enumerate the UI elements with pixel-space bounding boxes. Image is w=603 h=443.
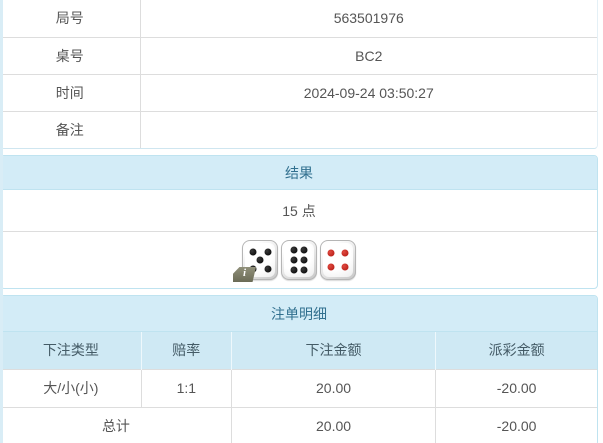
table-row: 备注 — [0, 111, 597, 148]
die-1-icon: i — [233, 240, 278, 282]
table-id-value: BC2 — [140, 37, 597, 75]
die-2-icon — [281, 240, 317, 280]
table-id-label: 桌号 — [0, 37, 141, 75]
page-left-accent-stripe — [0, 0, 3, 443]
total-bet-amount-cell: 20.00 — [230, 406, 436, 443]
col-odds: 赔率 — [140, 332, 232, 369]
die-3-face — [323, 243, 353, 277]
time-label: 时间 — [0, 74, 141, 112]
bet-amount-cell: 20.00 — [230, 368, 436, 407]
result-panel-title: 结果 — [1, 156, 597, 190]
table-header-row: 下注类型 赔率 下注金额 派彩金额 — [1, 332, 597, 369]
remark-label: 备注 — [0, 111, 141, 148]
bet-details-table: 下注类型 赔率 下注金额 派彩金额 大/小(小) 1:1 20.00 -20.0… — [1, 332, 597, 443]
game-info-panel: 局号 563501976 桌号 BC2 时间 2024-09-24 03:50:… — [0, 0, 598, 149]
round-id-label: 局号 — [0, 0, 141, 38]
bet-details-panel: 注单明细 下注类型 赔率 下注金额 派彩金额 大/小(小) 1:1 20.00 … — [0, 295, 598, 443]
result-points: 15 点 — [1, 190, 597, 232]
total-row: 总计 20.00 -20.00 — [1, 406, 597, 443]
odds-cell: 1:1 — [140, 368, 232, 407]
dice-row: i — [1, 232, 597, 288]
die-2-face — [284, 243, 314, 277]
table-row: 桌号 BC2 — [0, 37, 597, 75]
die-3-icon — [320, 240, 356, 280]
total-payout-cell: -20.00 — [435, 406, 597, 443]
col-payout: 派彩金额 — [435, 332, 597, 369]
result-panel: 结果 15 点 i — [0, 155, 598, 289]
bet-type-cell: 大/小(小) — [1, 368, 142, 407]
table-row: 局号 563501976 — [0, 0, 597, 38]
info-icon[interactable]: i — [233, 267, 256, 282]
game-info-table: 局号 563501976 桌号 BC2 时间 2024-09-24 03:50:… — [0, 0, 597, 148]
col-bet-type: 下注类型 — [1, 332, 142, 369]
time-value: 2024-09-24 03:50:27 — [140, 74, 597, 112]
table-row: 大/小(小) 1:1 20.00 -20.00 — [1, 368, 597, 407]
remark-value — [140, 111, 597, 148]
total-label-cell: 总计 — [1, 406, 232, 443]
bet-details-title: 注单明细 — [1, 296, 597, 332]
col-bet-amount: 下注金额 — [230, 332, 436, 369]
table-row: 时间 2024-09-24 03:50:27 — [0, 74, 597, 112]
round-id-value: 563501976 — [140, 0, 597, 38]
payout-cell: -20.00 — [435, 368, 597, 407]
